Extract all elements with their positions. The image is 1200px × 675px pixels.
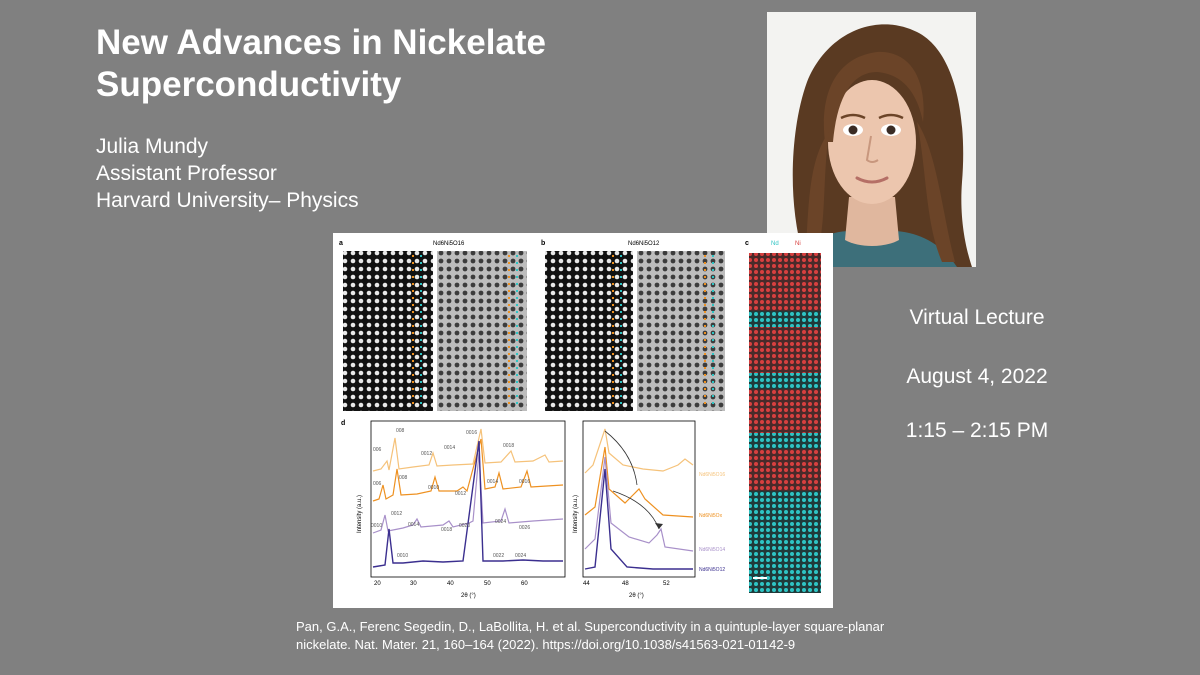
eels-map xyxy=(749,253,821,593)
svg-text:0010: 0010 xyxy=(397,553,408,559)
svg-text:0014: 0014 xyxy=(408,522,419,528)
stem-image-b-light xyxy=(637,251,725,411)
xrd-right-ticks: 44 48 52 2θ (°) xyxy=(583,581,670,599)
svg-text:0012: 0012 xyxy=(391,511,402,517)
svg-text:0014: 0014 xyxy=(487,479,498,485)
xrd-plot-left xyxy=(370,420,566,578)
stem-image-a-dark xyxy=(343,251,433,411)
series-label: Nd6Ni5Ox xyxy=(699,513,723,519)
citation-line-2: nickelate. Nat. Mater. 21, 160–164 (2022… xyxy=(296,637,796,652)
atom-overlay-b xyxy=(612,255,714,407)
xrd-left-traces xyxy=(372,428,564,568)
svg-text:0020: 0020 xyxy=(459,523,470,529)
panel-a-label: a xyxy=(339,240,343,247)
x-tick: 52 xyxy=(663,581,670,587)
panel-a-title: Nd6Ni5O16 xyxy=(433,241,465,247)
svg-text:0012: 0012 xyxy=(455,491,466,497)
svg-text:0024: 0024 xyxy=(495,519,506,525)
citation-line-1: Pan, G.A., Ferenc Segedin, D., LaBollita… xyxy=(296,619,885,634)
svg-text:0016: 0016 xyxy=(519,479,530,485)
series-label: Nd6Ni5O14 xyxy=(699,547,725,553)
svg-text:0022: 0022 xyxy=(493,553,504,559)
legend-nd: Nd xyxy=(771,241,779,247)
speaker-role: Assistant Professor xyxy=(96,162,277,185)
speaker-affiliation: Harvard University– Physics xyxy=(96,189,359,212)
citation: Pan, G.A., Ferenc Segedin, D., LaBollita… xyxy=(296,618,896,654)
panel-d-label: d xyxy=(341,420,345,427)
event-date: August 4, 2022 xyxy=(906,365,1048,388)
stem-image-a-light xyxy=(437,251,527,411)
x-tick: 60 xyxy=(521,581,528,587)
svg-text:0010: 0010 xyxy=(428,485,439,491)
slide-title: New Advances in Nickelate Superconductiv… xyxy=(96,23,547,104)
event-type: Virtual Lecture xyxy=(909,306,1045,329)
panel-b-label: b xyxy=(541,240,545,247)
svg-text:008: 008 xyxy=(396,428,405,434)
svg-text:0018: 0018 xyxy=(441,527,452,533)
speaker-name: Julia Mundy xyxy=(96,135,209,158)
xrd-series-labels: Nd6Ni5O16 Nd6Ni5Ox Nd6Ni5O14 Nd6Ni5O12 xyxy=(699,472,725,573)
x-axis-label-left: 2θ (°) xyxy=(461,593,476,599)
svg-text:0012: 0012 xyxy=(421,451,432,457)
y-axis-label-right: Intensity (a.u.) xyxy=(573,495,579,533)
x-axis-label-right: 2θ (°) xyxy=(629,593,644,599)
svg-text:0014: 0014 xyxy=(444,445,455,451)
x-tick: 20 xyxy=(374,581,381,587)
speaker-photo xyxy=(767,12,976,267)
event-time: 1:15 – 2:15 PM xyxy=(905,419,1049,442)
atom-overlay-a xyxy=(412,255,518,407)
series-label: Nd6Ni5O16 xyxy=(699,472,725,478)
xrd-plot-right xyxy=(582,420,696,578)
panel-b-title: Nd6Ni5O12 xyxy=(628,241,660,247)
x-tick: 48 xyxy=(622,581,629,587)
xrd-right-traces xyxy=(584,428,694,570)
xrd-peak-labels: 006 008 0012 0014 0016 0018 006 008 0010… xyxy=(371,428,530,559)
svg-text:0016: 0016 xyxy=(466,430,477,436)
speaker-info: Julia Mundy Assistant Professor Harvard … xyxy=(96,133,359,214)
x-tick: 44 xyxy=(583,581,590,587)
panel-c-label: c xyxy=(745,240,749,247)
svg-text:008: 008 xyxy=(399,475,408,481)
x-tick: 30 xyxy=(410,581,417,587)
svg-text:006: 006 xyxy=(373,481,382,487)
research-figure: a Nd6Ni5O16 b Nd6Ni5O12 c Nd Ni xyxy=(333,233,833,608)
stem-image-b-dark xyxy=(545,251,633,411)
series-label: Nd6Ni5O12 xyxy=(699,567,725,573)
svg-text:0018: 0018 xyxy=(503,443,514,449)
x-tick: 50 xyxy=(484,581,491,587)
svg-text:0026: 0026 xyxy=(519,525,530,531)
legend-ni: Ni xyxy=(795,241,801,247)
xrd-left-ticks: 20 30 40 50 60 2θ (°) xyxy=(374,581,528,599)
svg-text:0010: 0010 xyxy=(371,523,382,529)
svg-text:0024: 0024 xyxy=(515,553,526,559)
svg-text:006: 006 xyxy=(373,447,382,453)
x-tick: 40 xyxy=(447,581,454,587)
y-axis-label: Intensity (a.u.) xyxy=(357,495,363,533)
